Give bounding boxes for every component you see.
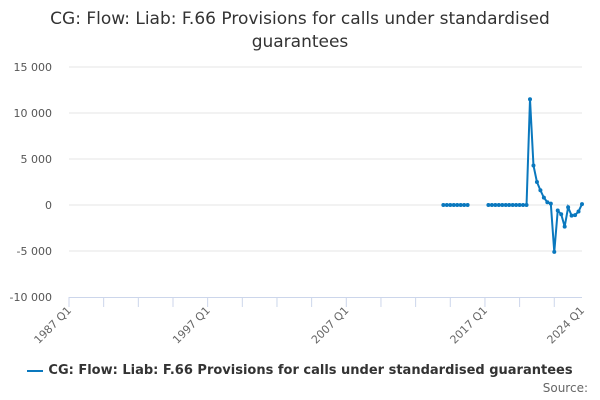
data-point bbox=[500, 203, 505, 207]
data-point bbox=[548, 201, 553, 206]
x-tick-label: 1987 Q1 bbox=[32, 304, 75, 347]
data-point bbox=[448, 203, 453, 207]
data-point bbox=[496, 203, 501, 207]
y-tick-label: 0 bbox=[45, 199, 52, 212]
x-tick-label: 1997 Q1 bbox=[170, 304, 213, 347]
data-point bbox=[503, 203, 508, 207]
data-point bbox=[510, 203, 515, 207]
data-point bbox=[441, 203, 446, 207]
legend-item[interactable]: CG: Flow: Liab: F.66 Provisions for call… bbox=[0, 363, 600, 378]
x-tick-label: 2017 Q1 bbox=[448, 304, 491, 347]
data-point bbox=[451, 203, 456, 207]
data-point bbox=[524, 203, 529, 207]
data-point bbox=[455, 203, 460, 207]
source-label[interactable]: Source: bbox=[542, 381, 588, 395]
data-point bbox=[573, 213, 578, 218]
x-tick-label: 2024 Q1 bbox=[545, 304, 588, 347]
data-point bbox=[507, 203, 512, 207]
data-point bbox=[580, 202, 584, 207]
data-point bbox=[514, 203, 519, 207]
data-point bbox=[521, 203, 526, 207]
data-point bbox=[569, 213, 574, 218]
series-line bbox=[488, 99, 583, 253]
data-point bbox=[444, 203, 449, 207]
data-point bbox=[559, 212, 564, 217]
data-point bbox=[538, 188, 543, 193]
data-point bbox=[552, 249, 557, 254]
y-tick-label: 5 000 bbox=[21, 153, 53, 166]
y-tick-label: 15 000 bbox=[14, 61, 53, 74]
data-point bbox=[545, 200, 550, 205]
data-point bbox=[458, 203, 463, 207]
data-point bbox=[576, 209, 581, 214]
data-point bbox=[528, 97, 533, 102]
data-point bbox=[489, 203, 494, 207]
data-point bbox=[562, 224, 567, 229]
data-point bbox=[462, 203, 467, 207]
data-point bbox=[555, 208, 560, 213]
data-point bbox=[493, 203, 498, 207]
chart-title: CG: Flow: Liab: F.66 Provisions for call… bbox=[50, 9, 550, 52]
data-point bbox=[486, 203, 491, 207]
data-point bbox=[531, 163, 536, 168]
legend-swatch bbox=[27, 369, 44, 372]
data-point bbox=[517, 203, 522, 207]
data-point bbox=[541, 195, 546, 200]
data-point bbox=[534, 180, 539, 184]
y-tick-label: 10 000 bbox=[14, 107, 53, 120]
y-tick-label: -5 000 bbox=[17, 245, 52, 258]
data-point bbox=[465, 203, 470, 207]
x-tick-label: 2007 Q1 bbox=[309, 304, 352, 347]
data-point bbox=[566, 205, 571, 210]
y-tick-label: -10 000 bbox=[10, 291, 52, 304]
legend-label: CG: Flow: Liab: F.66 Provisions for call… bbox=[48, 363, 573, 378]
